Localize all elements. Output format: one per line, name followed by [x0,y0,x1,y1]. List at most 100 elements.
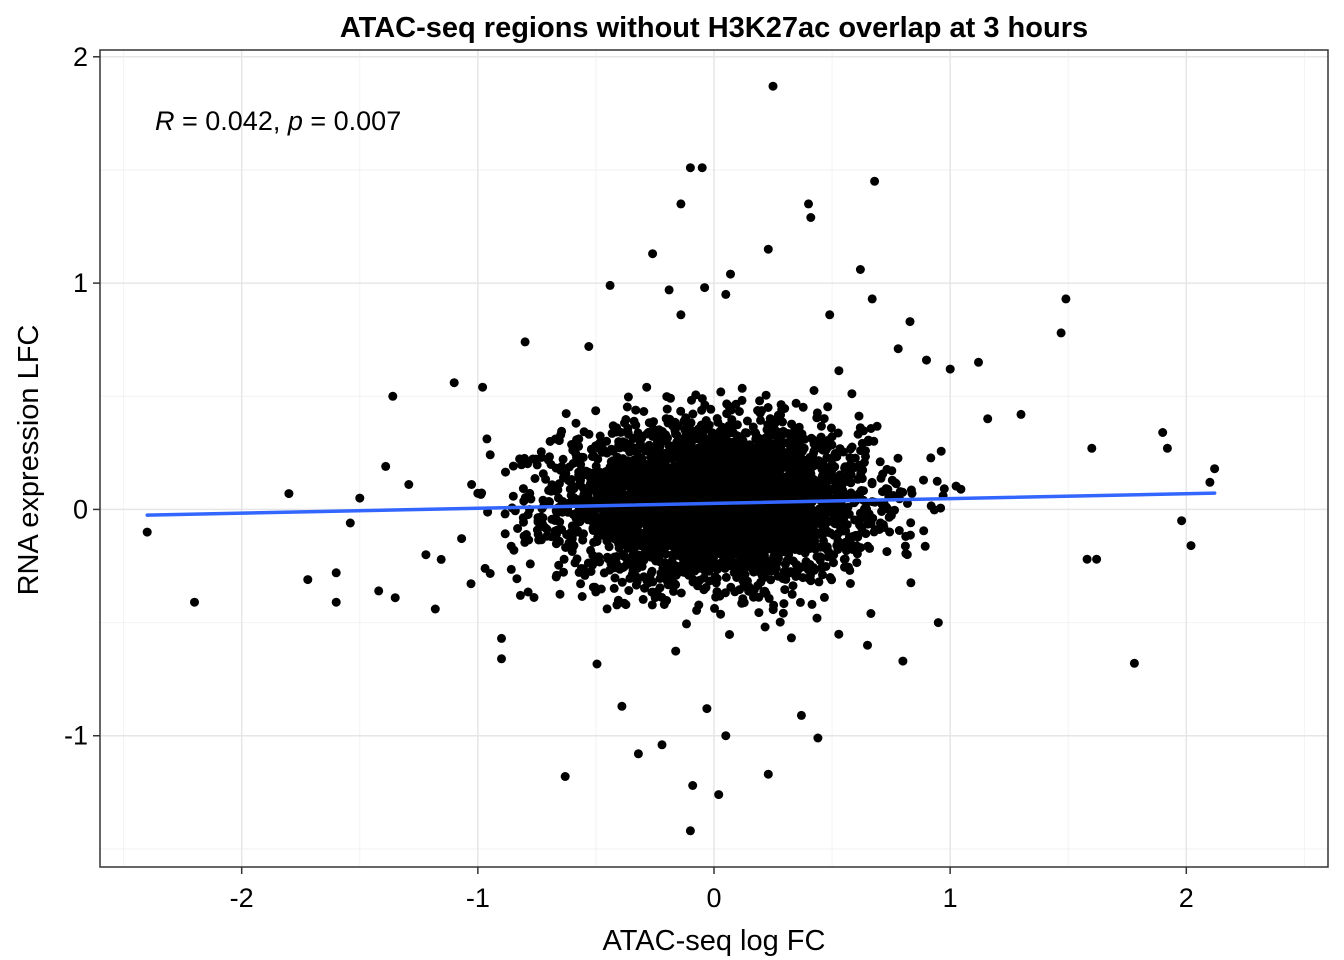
data-point [706,530,716,540]
data-point [530,474,540,483]
data-point [760,586,770,596]
data-point [729,568,739,578]
data-point [508,491,518,501]
data-point [1162,443,1172,453]
data-point [678,559,688,569]
data-point [827,440,837,450]
data-point [727,415,737,425]
r-value: = 0.042, [175,106,288,136]
data-point [717,485,727,495]
data-point [374,586,384,596]
data-point [682,619,691,629]
data-point [869,527,879,537]
data-point [1210,464,1220,474]
data-point [895,487,905,497]
data-point [737,395,747,405]
data-point [833,544,843,554]
data-point [861,529,871,539]
data-point [748,560,758,569]
data-point [919,475,928,485]
data-point [687,395,696,405]
x-tick-label: 0 [706,883,721,913]
data-point [739,598,749,608]
data-point [748,541,758,551]
data-point [602,482,612,491]
data-point [852,558,862,568]
data-point [628,433,638,443]
data-point [839,554,849,564]
data-point [589,524,599,533]
data-point [509,545,519,555]
data-point [613,595,623,605]
data-point [787,589,797,599]
data-point [920,541,930,551]
data-point [734,454,744,464]
data-point [584,342,594,351]
data-point [525,559,535,569]
data-point [713,504,723,514]
data-point [882,464,892,474]
data-point [823,402,833,412]
x-tick-label: -1 [466,883,490,913]
data-point [500,529,510,539]
data-point [983,414,993,424]
data-point [782,534,792,544]
data-point [782,523,792,532]
data-point [610,559,620,569]
data-point [827,575,837,585]
data-point [762,478,772,488]
data-point [602,604,612,614]
data-point [861,446,870,456]
data-point [601,524,611,534]
data-point [784,489,794,499]
data-point [653,467,663,477]
data-point [780,585,790,595]
data-point [714,790,724,800]
data-point [818,459,827,469]
data-point [480,563,490,573]
data-point [610,573,620,583]
data-point [749,592,758,602]
data-point [725,630,734,639]
data-point [855,265,865,274]
data-point [390,593,400,603]
data-point [686,442,696,452]
data-point [500,509,510,519]
data-point [844,509,854,519]
data-point [784,567,794,577]
data-point [751,477,761,487]
data-point [673,525,682,535]
data-point [686,564,696,574]
data-point [1205,477,1215,487]
y-tick-label: -1 [64,721,88,751]
data-point [466,579,476,589]
data-point [757,485,767,495]
data-point [640,533,650,543]
data-point [676,199,686,209]
data-point [835,482,845,491]
data-point [554,493,563,503]
data-point [794,440,804,449]
data-point [583,558,593,568]
data-point [632,576,642,586]
data-point [728,427,738,437]
data-point [906,518,916,528]
data-point [870,176,880,186]
data-point [635,437,645,447]
data-point [613,491,622,500]
data-point [595,485,605,495]
data-point [766,575,776,585]
data-point [926,453,936,463]
data-point [699,426,709,436]
data-point [331,568,341,578]
data-point [626,460,636,469]
data-point [936,446,946,456]
data-point [719,455,729,465]
data-point [555,517,565,527]
data-point [673,490,683,500]
data-point [856,511,866,521]
data-point [685,163,695,173]
data-point [657,740,667,750]
data-point [557,525,567,534]
data-point [668,421,678,431]
